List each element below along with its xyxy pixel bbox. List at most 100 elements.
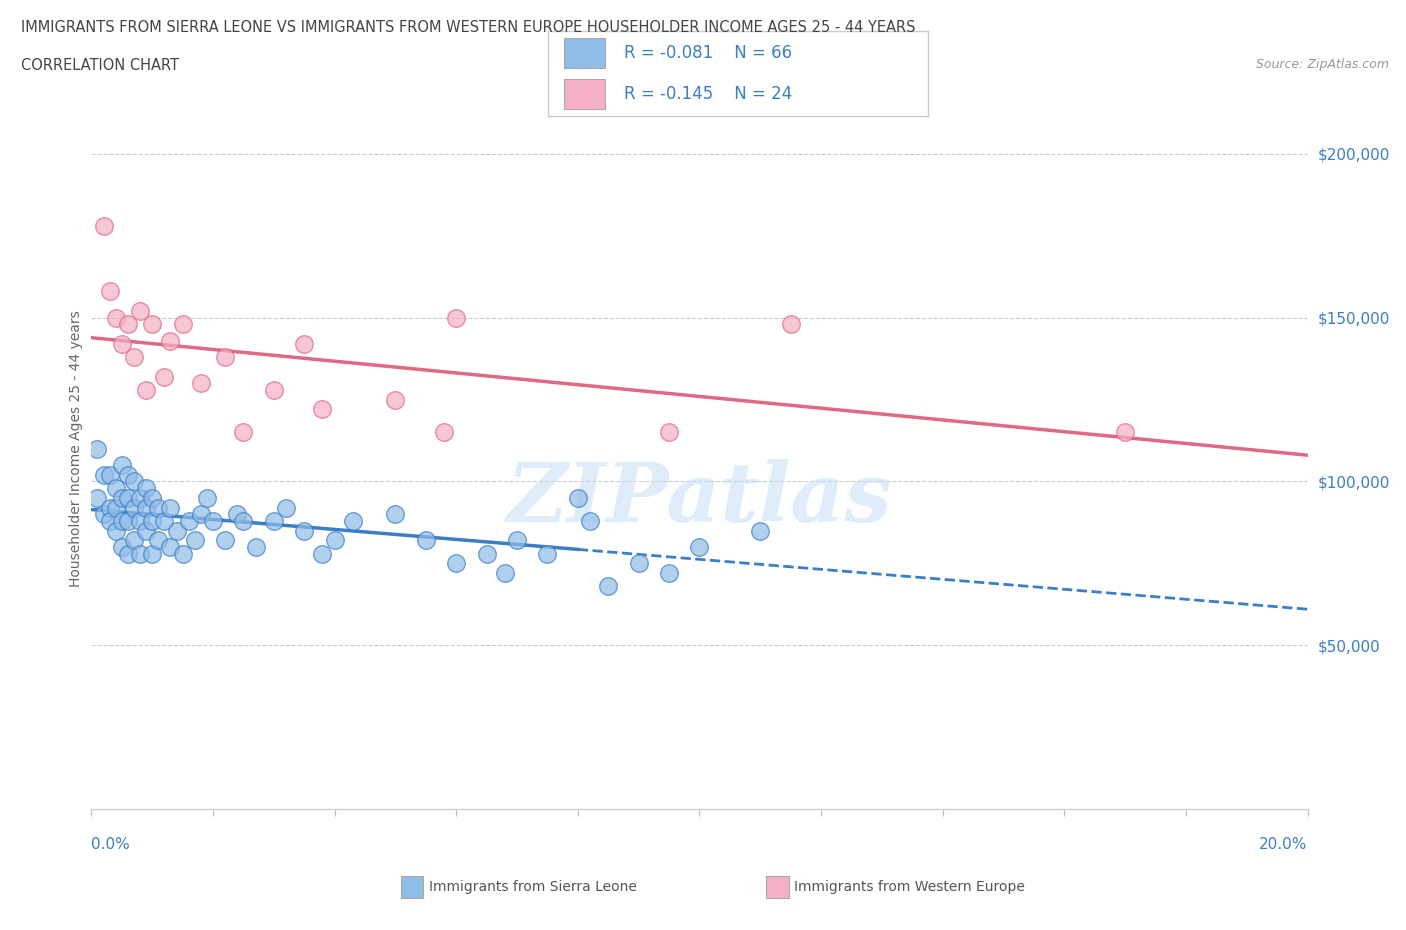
Point (1114, 425, 1136, 440)
Point (226, 507, 249, 522)
Point (567, 490, 589, 505)
Text: Immigrants from Western Europe: Immigrants from Western Europe (794, 880, 1025, 895)
Point (311, 546, 333, 561)
Point (135, 524, 157, 538)
Point (598, 578, 620, 593)
Point (135, 481, 157, 496)
Y-axis label: Householder Income Ages 25 - 44 years: Householder Income Ages 25 - 44 years (69, 311, 83, 587)
Text: CORRELATION CHART: CORRELATION CHART (21, 58, 179, 73)
Point (98, 468, 121, 483)
Point (93, 468, 115, 483)
Point (104, 524, 127, 538)
Point (111, 539, 134, 554)
Point (433, 425, 456, 440)
Text: Immigrants from Sierra Leone: Immigrants from Sierra Leone (429, 880, 637, 895)
Point (86, 442, 108, 457)
Point (111, 337, 134, 352)
Point (93, 219, 115, 233)
Point (232, 513, 254, 528)
Point (153, 513, 176, 528)
Text: 0.0%: 0.0% (91, 837, 131, 852)
Text: 20.0%: 20.0% (1260, 837, 1308, 852)
Point (444, 556, 467, 571)
Point (148, 533, 170, 548)
Text: R = -0.081    N = 66: R = -0.081 N = 66 (624, 44, 793, 62)
Point (190, 376, 212, 391)
FancyBboxPatch shape (564, 37, 606, 68)
Point (579, 513, 602, 528)
Point (129, 490, 152, 505)
Point (111, 513, 134, 528)
Point (135, 500, 157, 515)
Point (117, 317, 139, 332)
Point (141, 317, 163, 332)
Point (384, 507, 406, 522)
Point (475, 546, 498, 561)
Point (159, 500, 181, 515)
Point (202, 513, 225, 528)
Point (104, 481, 127, 496)
Point (98, 284, 121, 299)
Point (342, 513, 364, 528)
Point (117, 468, 139, 483)
Point (129, 304, 152, 319)
Point (627, 556, 650, 571)
Point (190, 507, 212, 522)
Point (122, 500, 145, 515)
Point (111, 458, 134, 472)
Point (172, 546, 194, 561)
Point (494, 565, 516, 580)
Point (98, 500, 121, 515)
Point (415, 533, 437, 548)
Point (172, 317, 194, 332)
Point (141, 513, 163, 528)
Point (111, 490, 134, 505)
Point (195, 490, 218, 505)
Point (117, 513, 139, 528)
Point (232, 425, 254, 440)
Point (122, 474, 145, 489)
Point (292, 337, 315, 352)
Point (141, 490, 163, 505)
Point (263, 382, 285, 397)
Point (122, 533, 145, 548)
Point (117, 546, 139, 561)
Point (135, 382, 157, 397)
Point (658, 565, 681, 580)
Point (444, 311, 467, 325)
Point (166, 524, 188, 538)
Point (129, 513, 152, 528)
Text: Source: ZipAtlas.com: Source: ZipAtlas.com (1256, 58, 1389, 71)
Point (323, 533, 346, 548)
Point (214, 533, 236, 548)
Point (536, 546, 558, 561)
Point (274, 500, 297, 515)
Point (129, 546, 152, 561)
Point (779, 317, 801, 332)
Point (214, 350, 236, 365)
Point (184, 533, 207, 548)
Point (506, 533, 529, 548)
Point (122, 350, 145, 365)
Point (263, 513, 285, 528)
Point (117, 490, 139, 505)
Point (688, 539, 710, 554)
Point (292, 524, 315, 538)
Text: IMMIGRANTS FROM SIERRA LEONE VS IMMIGRANTS FROM WESTERN EUROPE HOUSEHOLDER INCOM: IMMIGRANTS FROM SIERRA LEONE VS IMMIGRAN… (21, 20, 915, 35)
Point (749, 524, 772, 538)
Point (98, 513, 121, 528)
Point (86, 490, 108, 505)
Point (153, 369, 176, 384)
Point (384, 392, 406, 407)
Point (104, 500, 127, 515)
Point (104, 311, 127, 325)
Point (311, 402, 333, 417)
Point (93, 507, 115, 522)
Text: ZIPatlas: ZIPatlas (506, 459, 893, 539)
Point (177, 513, 200, 528)
Point (159, 539, 181, 554)
Point (159, 333, 181, 348)
Point (141, 546, 163, 561)
Point (658, 425, 681, 440)
Point (148, 500, 170, 515)
